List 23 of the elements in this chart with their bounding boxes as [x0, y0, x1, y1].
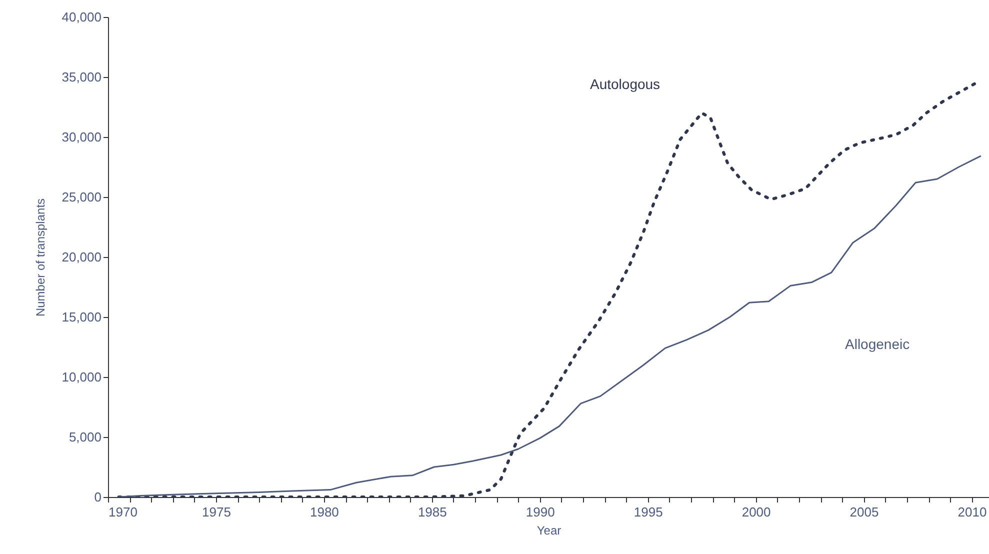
- y-tick-label: 35,000: [62, 70, 102, 84]
- y-tick-label: 0: [94, 490, 102, 504]
- y-tick-label: 15,000: [62, 310, 102, 324]
- x-tick-label: 1980: [310, 504, 339, 520]
- x-axis-title: Year: [536, 524, 562, 538]
- x-tick-label: 1970: [108, 504, 138, 520]
- y-tick-label: 20,000: [62, 250, 102, 264]
- x-tick-label: 2010: [958, 504, 987, 520]
- y-axis-title: Number of transplants: [34, 198, 48, 317]
- x-tick-label: 1995: [634, 504, 663, 520]
- text: Allogeneic: [845, 336, 910, 352]
- line-series: [118, 155, 982, 497]
- text: Autologous: [590, 76, 660, 92]
- y-tick-label: 30,000: [62, 130, 102, 144]
- y-tick-label: 25,000: [62, 190, 102, 204]
- x-tick-label: 2000: [742, 504, 771, 520]
- x-tick-label: 1985: [418, 504, 447, 520]
- x-tick-label: 2005: [850, 504, 879, 520]
- x-tick-label: 1975: [202, 504, 231, 520]
- y-tick-label: 40,000: [62, 10, 102, 24]
- x-tick-label: 1990: [526, 504, 555, 520]
- y-tick-label: 10,000: [62, 370, 102, 384]
- y-tick-label: 5,000: [68, 430, 102, 444]
